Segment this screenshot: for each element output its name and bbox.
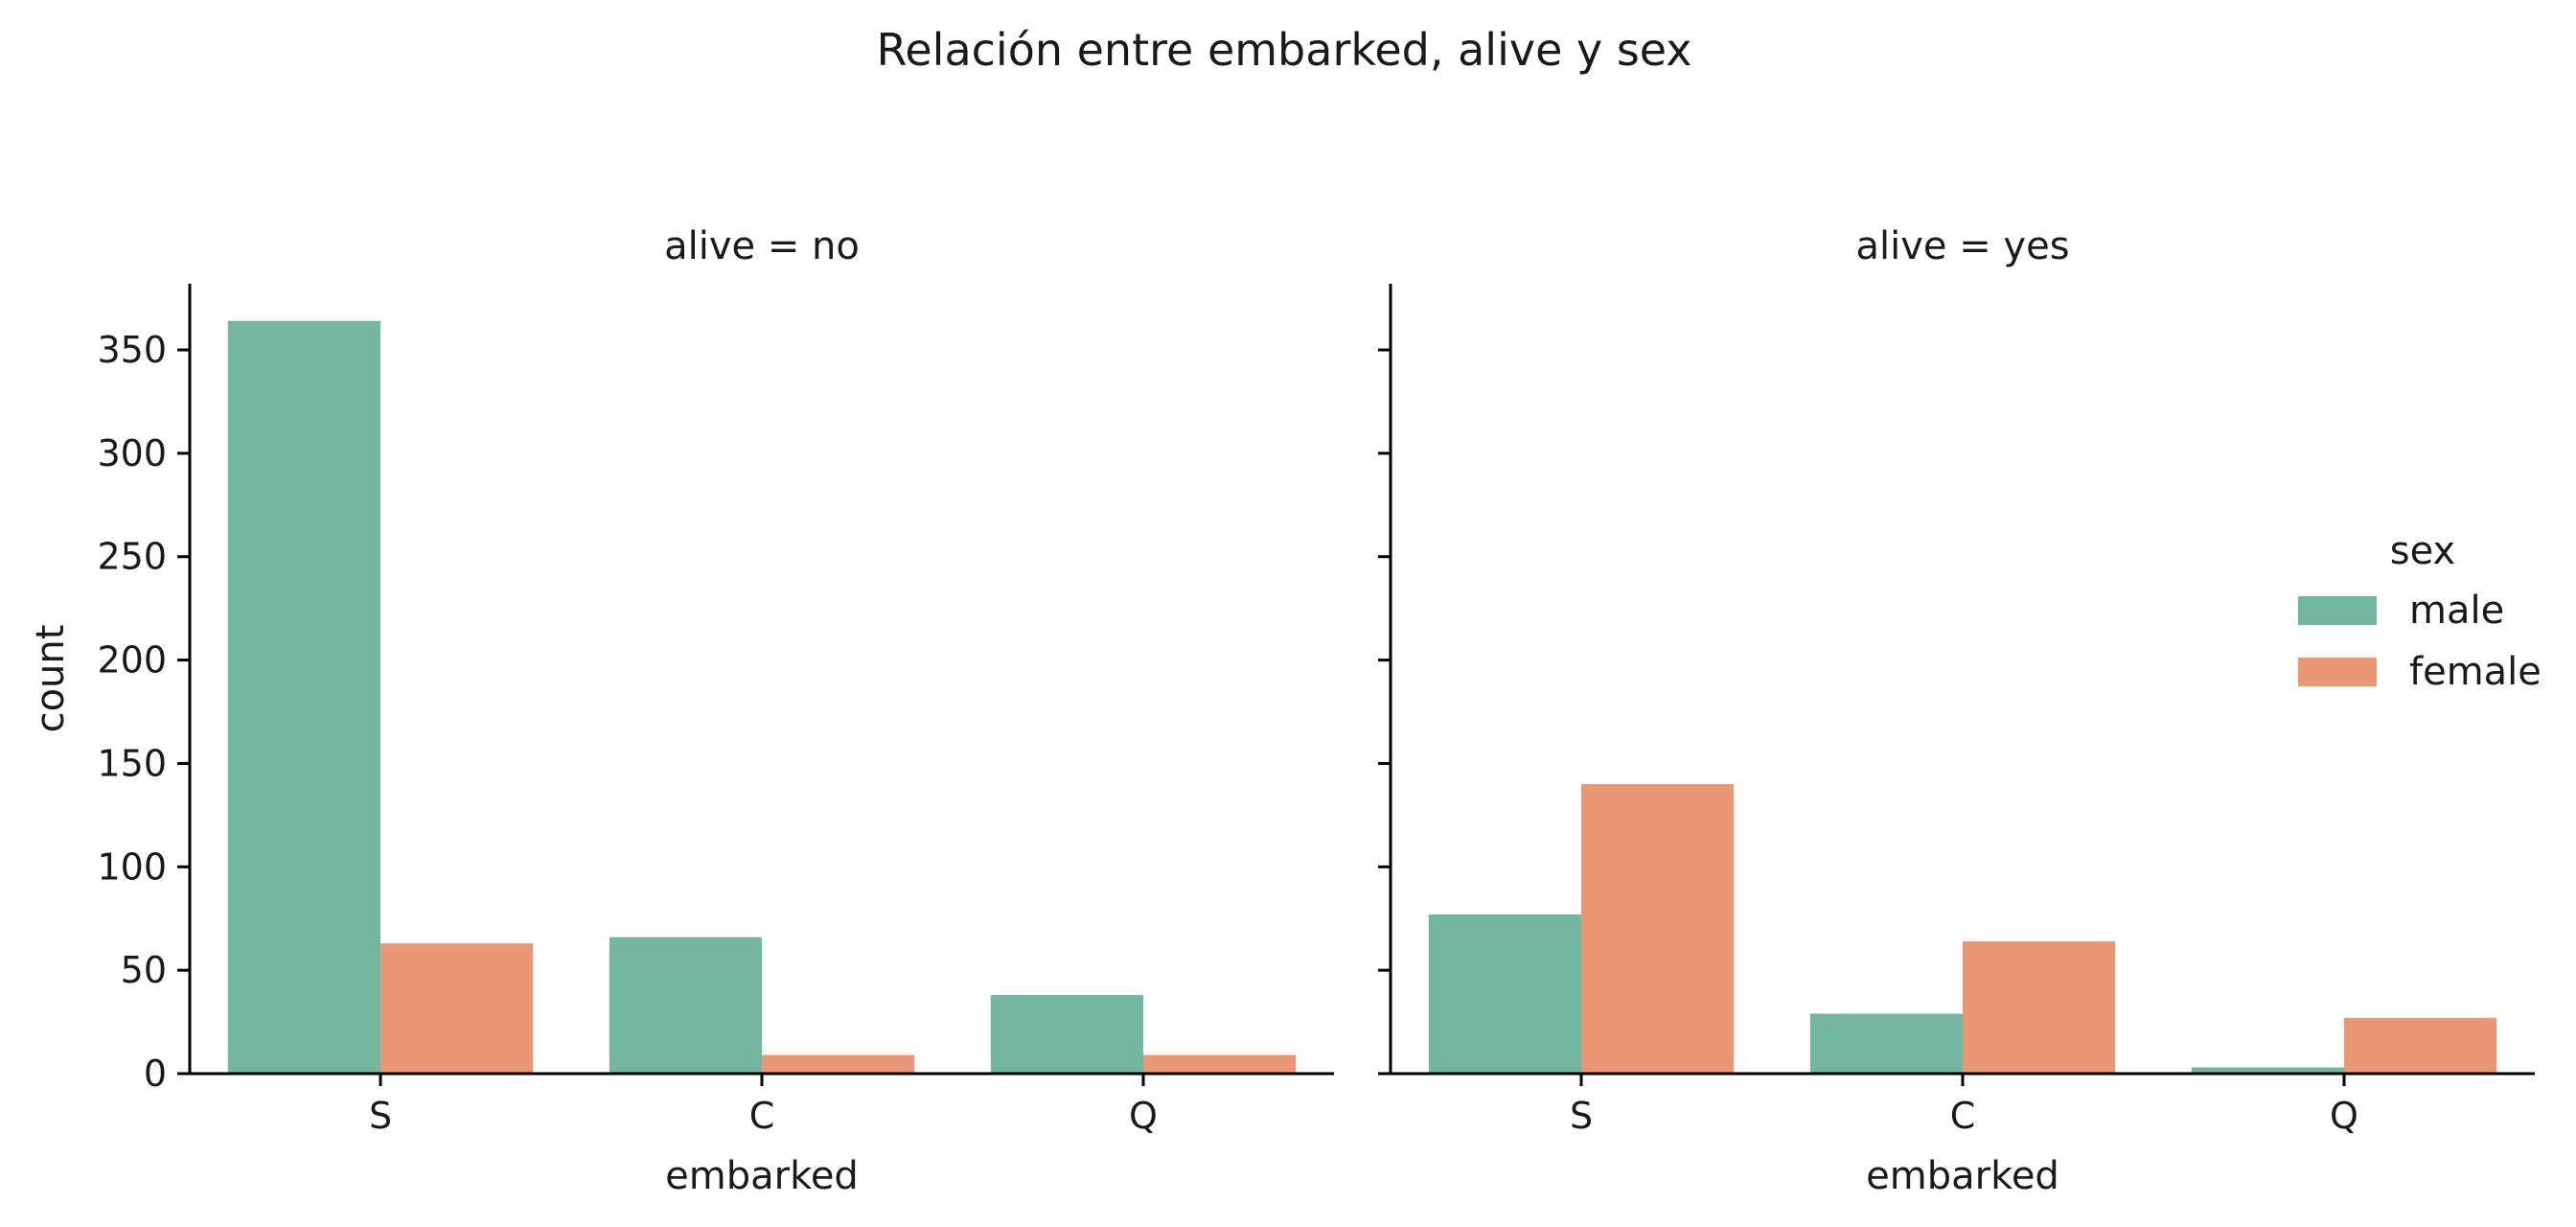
y-tick-label: 150 — [97, 742, 167, 784]
y-axis-label: count — [29, 625, 73, 733]
bar-male-C — [609, 937, 762, 1074]
y-tick-label: 300 — [97, 432, 167, 475]
legend-title: sex — [2390, 529, 2455, 573]
x-axis-label: embarked — [665, 1154, 859, 1198]
legend-swatch-female — [2298, 658, 2377, 686]
x-tick-label: Q — [2330, 1095, 2358, 1137]
y-tick-label: 100 — [97, 845, 167, 888]
legend-label-female: female — [2409, 650, 2542, 694]
bar-female-S — [1581, 784, 1735, 1074]
facet-title: alive = no — [664, 224, 860, 268]
bar-male-S — [1428, 914, 1581, 1074]
legend-swatch-male — [2298, 596, 2377, 625]
bar-female-Q — [2344, 1017, 2497, 1074]
x-tick-label: C — [1950, 1095, 1976, 1137]
y-tick-label: 0 — [144, 1053, 167, 1095]
y-tick-label: 50 — [121, 949, 167, 991]
x-tick-label: S — [1570, 1095, 1593, 1137]
x-axis-label: embarked — [1866, 1154, 2059, 1198]
bar-male-C — [1809, 1013, 1963, 1074]
bar-male-Q — [990, 995, 1143, 1074]
bar-male-S — [227, 320, 380, 1074]
y-tick-label: 350 — [97, 329, 167, 371]
chart-title: Relación entre embarked, alive y sex — [876, 24, 1691, 76]
bar-female-C — [1963, 940, 2116, 1074]
x-tick-label: C — [749, 1095, 775, 1137]
bar-male-Q — [2191, 1067, 2344, 1074]
bar-female-S — [380, 943, 534, 1074]
bar-female-C — [762, 1054, 915, 1074]
bar-female-Q — [1143, 1054, 1297, 1074]
x-tick-label: S — [369, 1095, 392, 1137]
legend-label-male: male — [2409, 589, 2504, 633]
x-tick-label: Q — [1129, 1095, 1158, 1137]
y-tick-label: 250 — [97, 536, 167, 578]
y-tick-label: 200 — [97, 639, 167, 682]
facet-title: alive = yes — [1855, 224, 2069, 268]
